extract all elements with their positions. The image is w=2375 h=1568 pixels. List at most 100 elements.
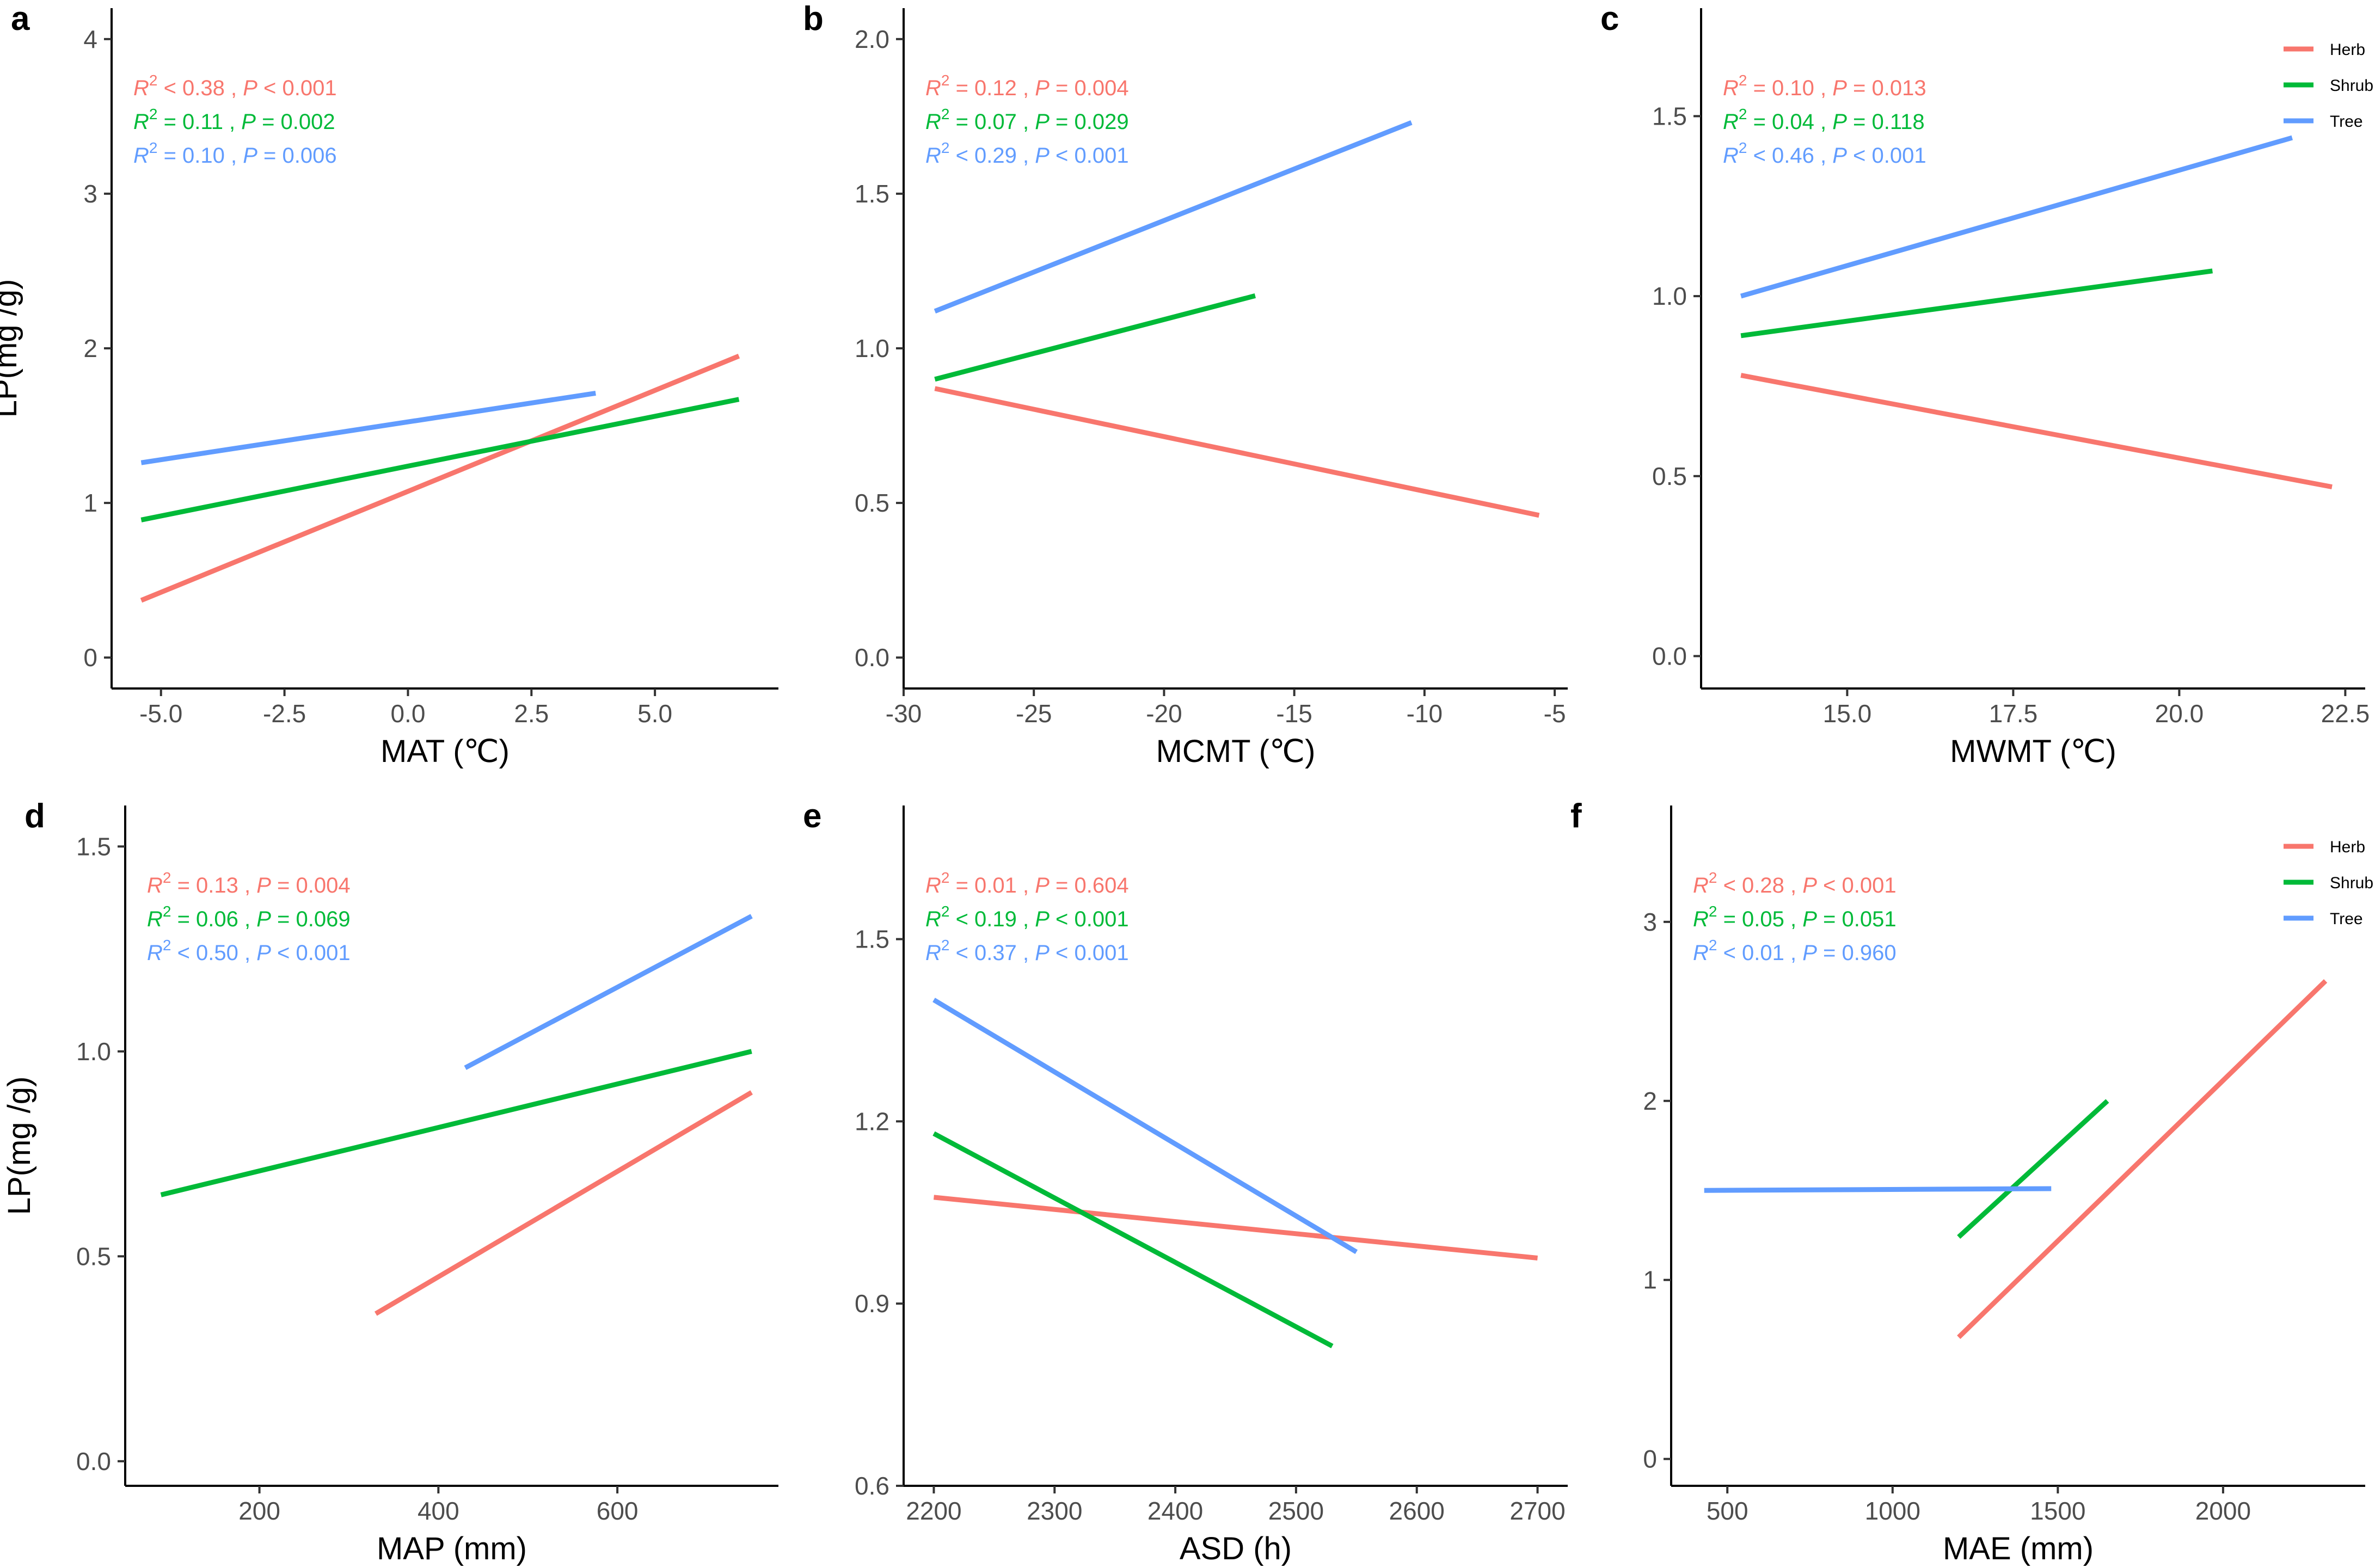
- panel-b: b 0.0 0.5 1.0 1.5 2.0 -30 -25 -20 -15 -10 -5 MCMT (℃…: [803, 0, 1568, 769]
- y-tick-label: 0.0: [855, 643, 889, 672]
- stat-label-shrub: R2 = 0.04 , P = 0.118: [1723, 106, 1925, 134]
- y-tick-label: 0: [83, 643, 97, 672]
- x-tick-label: -15: [1276, 699, 1312, 728]
- series-line-shrub: [932, 1131, 1334, 1349]
- panel-label-e: e: [803, 797, 821, 835]
- x-tick-label: 22.5: [2321, 699, 2370, 728]
- series-line-herb: [934, 1195, 1538, 1260]
- stat-label-shrub: R2 = 0.05 , P = 0.051: [1693, 903, 1897, 931]
- x-tick-label: 500: [1707, 1497, 1748, 1525]
- x-tick-label: 2600: [1389, 1497, 1445, 1525]
- y-tick-label: 0: [1643, 1445, 1657, 1473]
- stat-label-tree: R2 < 0.01 , P = 0.960: [1693, 937, 1897, 965]
- series-line-tree: [1740, 135, 2293, 299]
- legend-label-shrub: Shrub: [2330, 874, 2373, 892]
- x-tick-label: -5: [1544, 699, 1566, 728]
- y-tick-label: 1.2: [855, 1107, 889, 1135]
- legend-label-tree: Tree: [2330, 910, 2363, 928]
- series-line-herb: [140, 354, 740, 603]
- x-tick-label: 0.0: [390, 699, 425, 728]
- stat-label-shrub: R2 < 0.19 , P < 0.001: [925, 903, 1129, 931]
- y-tick-label: 1.0: [1652, 282, 1687, 310]
- series-line-tree: [934, 120, 1413, 314]
- legend-label-tree: Tree: [2330, 113, 2363, 131]
- stat-label-tree: R2 < 0.46 , P < 0.001: [1723, 139, 1926, 168]
- x-tick-label: 400: [418, 1497, 459, 1525]
- legend-label-shrub: Shrub: [2330, 77, 2373, 95]
- x-tick-label: -25: [1016, 699, 1052, 728]
- y-tick-label: 0.0: [76, 1447, 111, 1475]
- series-line-tree: [140, 390, 596, 465]
- x-tick-label: -2.5: [263, 699, 306, 728]
- x-axis-title: ASD (h): [1180, 1531, 1292, 1566]
- stat-label-shrub: R2 = 0.07 , P = 0.029: [925, 106, 1129, 134]
- panel-label-f: f: [1570, 797, 1582, 835]
- x-tick-label: 5.0: [637, 699, 672, 728]
- series-line-tree: [1704, 1186, 2052, 1193]
- x-tick-label: 600: [597, 1497, 639, 1525]
- legend-label-herb: Herb: [2330, 838, 2365, 856]
- series-line-shrub: [934, 293, 1256, 382]
- stat-label-herb: R2 = 0.10 , P = 0.013: [1723, 72, 1926, 100]
- y-tick-label: 0.9: [855, 1289, 889, 1318]
- y-tick-label: 0.5: [855, 489, 889, 517]
- panel-label-a: a: [11, 0, 30, 38]
- y-tick-label: 1.5: [1652, 102, 1687, 130]
- series-line-herb: [1957, 979, 2328, 1339]
- y-tick-label: 1: [1643, 1266, 1657, 1294]
- y-tick-label: 1.0: [76, 1037, 111, 1066]
- x-tick-label: 2400: [1147, 1497, 1203, 1525]
- x-tick-label: 1000: [1865, 1497, 1920, 1525]
- y-tick-label: 3: [1643, 908, 1657, 936]
- x-tick-label: -10: [1407, 699, 1443, 728]
- y-tick-label: 2: [1643, 1087, 1657, 1115]
- panel-label-c: c: [1600, 0, 1619, 38]
- x-tick-label: -20: [1146, 699, 1182, 728]
- series-line-herb: [1740, 373, 2333, 490]
- series-line-shrub: [140, 397, 740, 522]
- panel-c: c 0.0 0.5 1.0 1.5 15.0 17.5 20.0 22.5 MWMT (℃) R2 …: [1600, 0, 2373, 769]
- panel-e: e 0.6 0.9 1.2 1.5 2200 2300 2400 2500 2600 2700 ASD…: [803, 797, 1568, 1566]
- y-tick-label: 0.0: [1652, 642, 1687, 670]
- stat-label-herb: R2 < 0.38 , P < 0.001: [133, 72, 337, 100]
- stat-label-tree: R2 = 0.10 , P = 0.006: [133, 139, 337, 168]
- y-tick-label: 1.5: [855, 925, 889, 954]
- y-axis-title: LP(mg /g): [2, 1077, 37, 1215]
- x-tick-label: 2.5: [514, 699, 549, 728]
- series-line-tree: [932, 998, 1358, 1255]
- x-tick-label: 1500: [2030, 1497, 2085, 1525]
- stat-label-herb: R2 < 0.28 , P < 0.001: [1693, 869, 1897, 897]
- x-tick-label: 2200: [906, 1497, 961, 1525]
- stat-label-herb: R2 = 0.01 , P = 0.604: [925, 869, 1129, 897]
- panel-label-b: b: [803, 0, 824, 38]
- x-tick-label: 200: [238, 1497, 280, 1525]
- panel-a: a 0 1 2 3 4 -5.0 -2.5 0.0 2.5 5.0 MAT (℃) LP(mg /g) R…: [0, 0, 778, 769]
- y-tick-label: 1.5: [76, 832, 111, 860]
- y-tick-label: 0.5: [76, 1242, 111, 1270]
- series-line-shrub: [1740, 268, 2213, 339]
- stat-label-herb: R2 = 0.13 , P = 0.004: [147, 869, 351, 897]
- stat-label-tree: R2 < 0.50 , P < 0.001: [147, 937, 351, 965]
- y-tick-label: 0.5: [1652, 462, 1687, 490]
- series-line-herb: [934, 386, 1540, 518]
- stat-label-herb: R2 = 0.12 , P = 0.004: [925, 72, 1129, 100]
- x-tick-label: 17.5: [1989, 699, 2038, 728]
- y-tick-label: 1.0: [855, 334, 889, 362]
- y-tick-label: 2.0: [855, 25, 889, 53]
- x-tick-label: 2300: [1027, 1497, 1082, 1525]
- series-line-shrub: [160, 1049, 752, 1197]
- x-tick-label: 20.0: [2155, 699, 2204, 728]
- stat-label-shrub: R2 = 0.06 , P = 0.069: [147, 903, 351, 931]
- stat-label-shrub: R2 = 0.11 , P = 0.002: [133, 106, 335, 134]
- panel-d: d 0.0 0.5 1.0 1.5 200 400 600 MAP (mm) LP(mg /g) R…: [2, 797, 778, 1566]
- series-line-shrub: [1957, 1099, 2109, 1239]
- panel-label-d: d: [24, 797, 45, 835]
- x-tick-label: -30: [886, 699, 922, 728]
- y-tick-label: 1.5: [855, 180, 889, 208]
- series-line-herb: [374, 1090, 753, 1316]
- x-axis-title: MAE (mm): [1943, 1531, 2094, 1566]
- x-tick-label: 15.0: [1823, 699, 1872, 728]
- x-axis-title: MCMT (℃): [1156, 734, 1316, 769]
- y-tick-label: 3: [83, 180, 97, 208]
